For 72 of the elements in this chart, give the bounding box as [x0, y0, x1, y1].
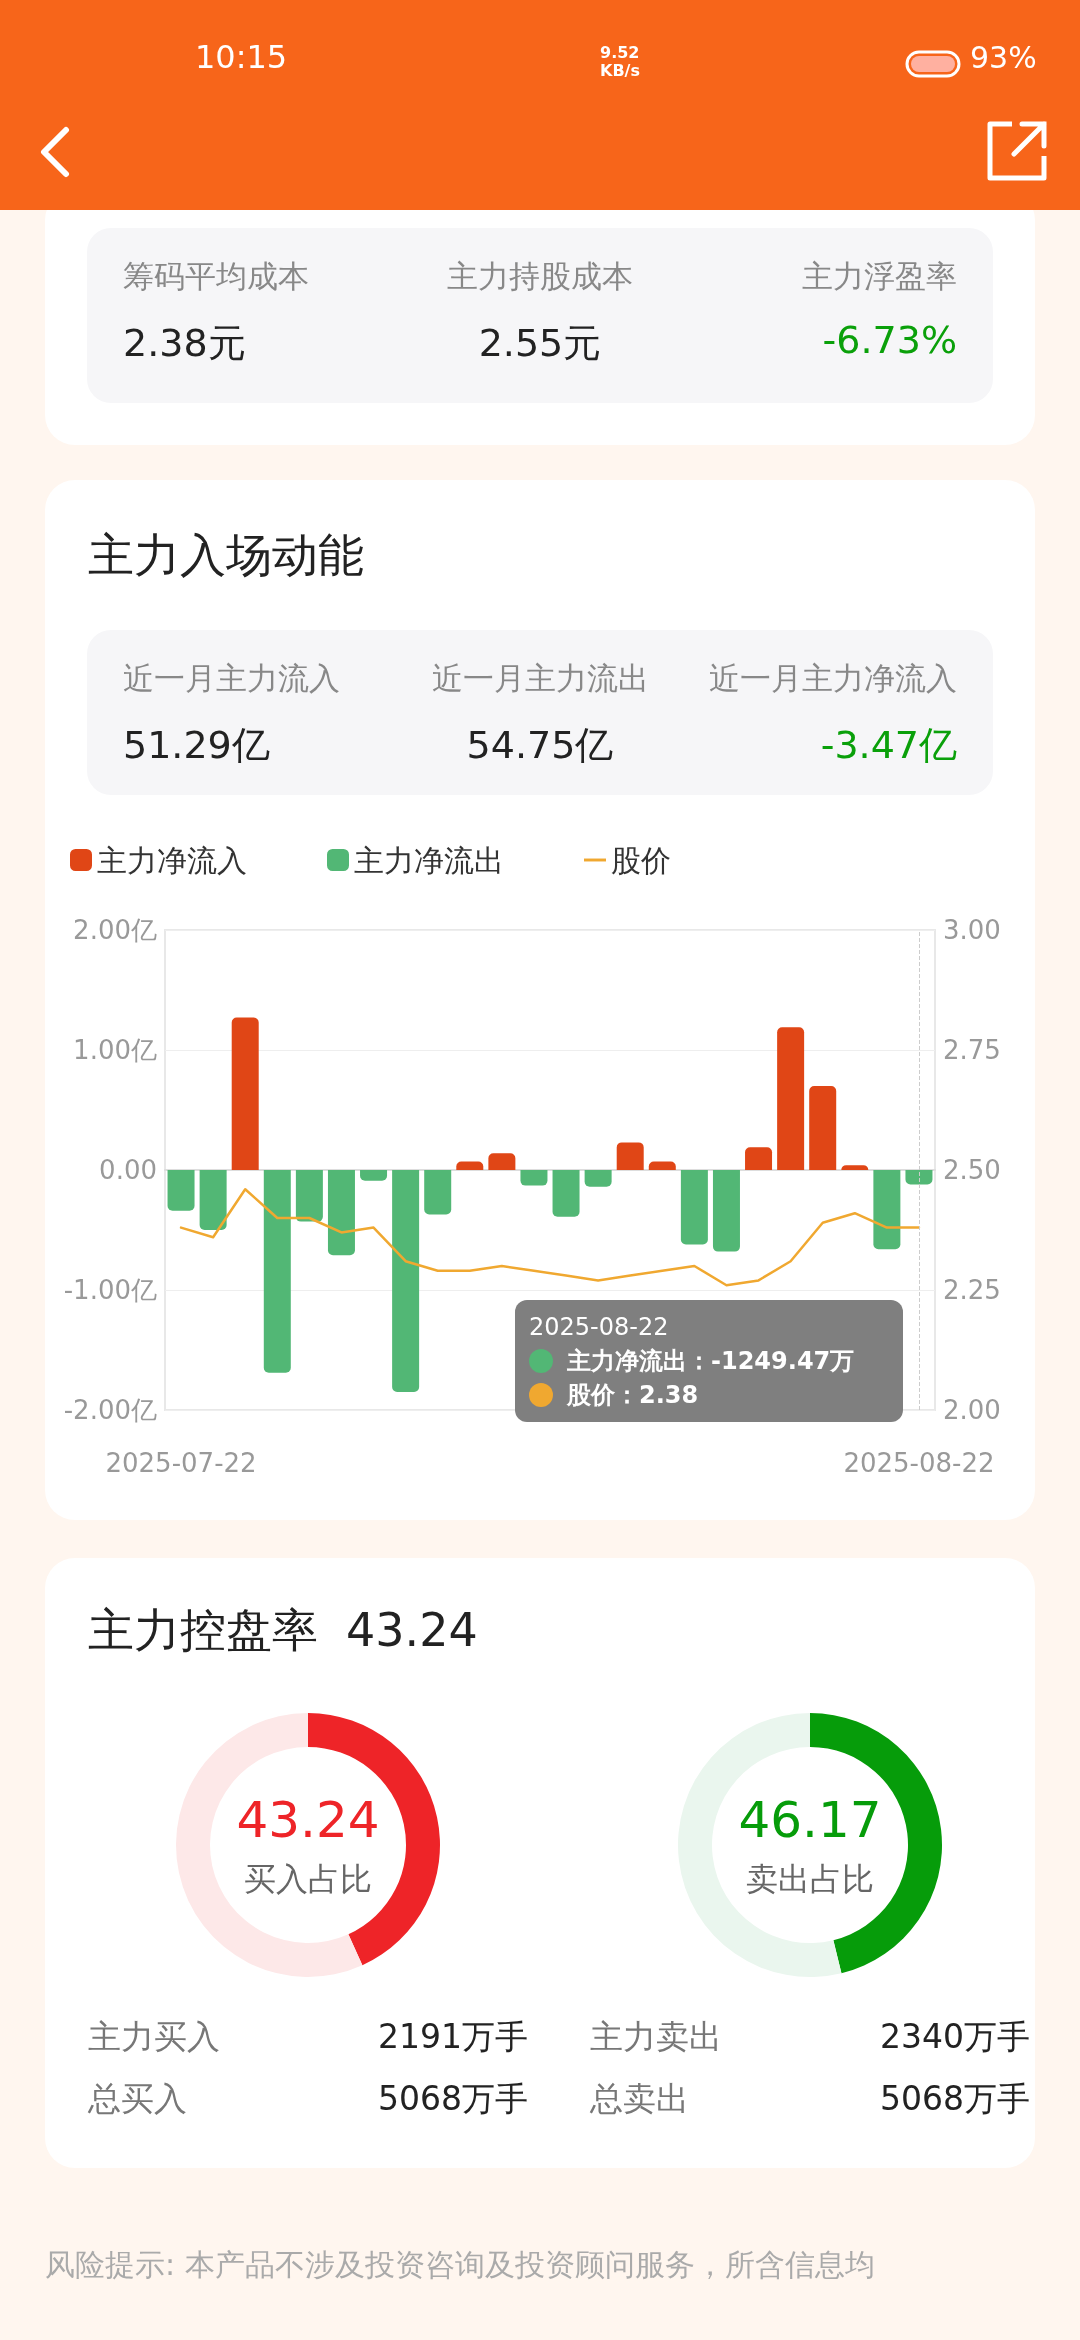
annotation: 股价：2.38: [567, 1380, 699, 1411]
data-label: 46.17: [738, 1791, 882, 1849]
text: 近一月主力净流入: [708, 659, 957, 698]
text: 总买入: [88, 2078, 188, 2120]
legend-label: 股价: [611, 842, 671, 878]
y2-tick-label: 3.00: [943, 915, 1001, 945]
bar: [809, 1086, 837, 1170]
y-tick-label: -2.00亿: [63, 1395, 157, 1425]
bar: [680, 1170, 708, 1245]
text: 2191万手: [377, 2016, 528, 2058]
y-tick-label: 1.00亿: [73, 1035, 157, 1065]
bar: [392, 1170, 420, 1392]
bar: [231, 1017, 259, 1170]
bar: [873, 1170, 901, 1250]
y-tick-label: -1.00亿: [63, 1275, 157, 1305]
text: 2340万手: [879, 2016, 1030, 2058]
bar: [648, 1161, 676, 1170]
text: -6.73%: [821, 318, 957, 362]
y2-tick-label: 2.25: [943, 1275, 1001, 1305]
x-tick-label: 2025-07-22: [105, 1448, 257, 1478]
chart-title: 主力控盘率: [88, 1603, 318, 1657]
bar: [327, 1170, 355, 1256]
annotation: 2025-08-22: [529, 1312, 670, 1343]
bar: [424, 1170, 452, 1215]
text: 54.75亿: [465, 722, 615, 769]
text: 近一月主力流入: [123, 659, 341, 698]
text: 93%: [970, 40, 1037, 75]
bar: [360, 1170, 388, 1181]
bar: [552, 1170, 580, 1217]
chart-subtitle: 43.24: [346, 1603, 478, 1657]
legend-label: 主力净流入: [97, 842, 247, 878]
text: 2.55元: [477, 320, 603, 367]
slice-label: 买入占比: [244, 1860, 372, 1898]
annotation: 主力净流出：-1249.47万: [567, 1346, 855, 1377]
bar: [456, 1161, 484, 1170]
text: 近一月主力流出: [430, 659, 650, 698]
bar: [584, 1170, 612, 1187]
bar: [905, 1170, 933, 1185]
text: 主力入场动能: [88, 527, 364, 584]
text: 风险提示: 本产品不涉及投资咨询及投资顾问服务，所含信息均: [45, 2246, 876, 2284]
text: 5068万手: [879, 2078, 1030, 2120]
y2-tick-label: 2.50: [943, 1155, 1001, 1185]
data-label: 43.24: [236, 1791, 380, 1849]
y-tick-label: 2.00亿: [73, 915, 157, 945]
slice-label: 卖出占比: [746, 1860, 874, 1898]
bar: [263, 1170, 291, 1373]
text: 主力买入: [88, 2016, 221, 2058]
text: 5068万手: [377, 2078, 528, 2120]
text: 总卖出: [590, 2078, 690, 2120]
bar: [488, 1153, 516, 1170]
bar: [616, 1142, 644, 1170]
legend-label: 主力净流出: [354, 842, 504, 878]
text: 9.52 KB/s: [600, 43, 641, 80]
text: 10:15: [195, 38, 288, 76]
y-tick-label: 0.00: [99, 1155, 157, 1185]
bar: [167, 1170, 195, 1211]
bar: [712, 1170, 740, 1252]
bar: [520, 1170, 548, 1186]
text: 筹码平均成本: [123, 257, 310, 296]
y2-tick-label: 2.00: [943, 1395, 1001, 1425]
text: 51.29亿: [123, 722, 271, 769]
text: 2.38元: [123, 320, 247, 367]
y2-tick-label: 2.75: [943, 1035, 1001, 1065]
bar: [199, 1170, 227, 1230]
line-series: [179, 1187, 921, 1287]
bar: [777, 1027, 805, 1170]
bar: [745, 1147, 773, 1170]
bar: [295, 1170, 323, 1222]
text: 主力浮盈率: [801, 257, 957, 296]
text: 主力持股成本: [446, 257, 634, 296]
text: 主力卖出: [590, 2016, 723, 2058]
text: -3.47亿: [819, 722, 957, 769]
